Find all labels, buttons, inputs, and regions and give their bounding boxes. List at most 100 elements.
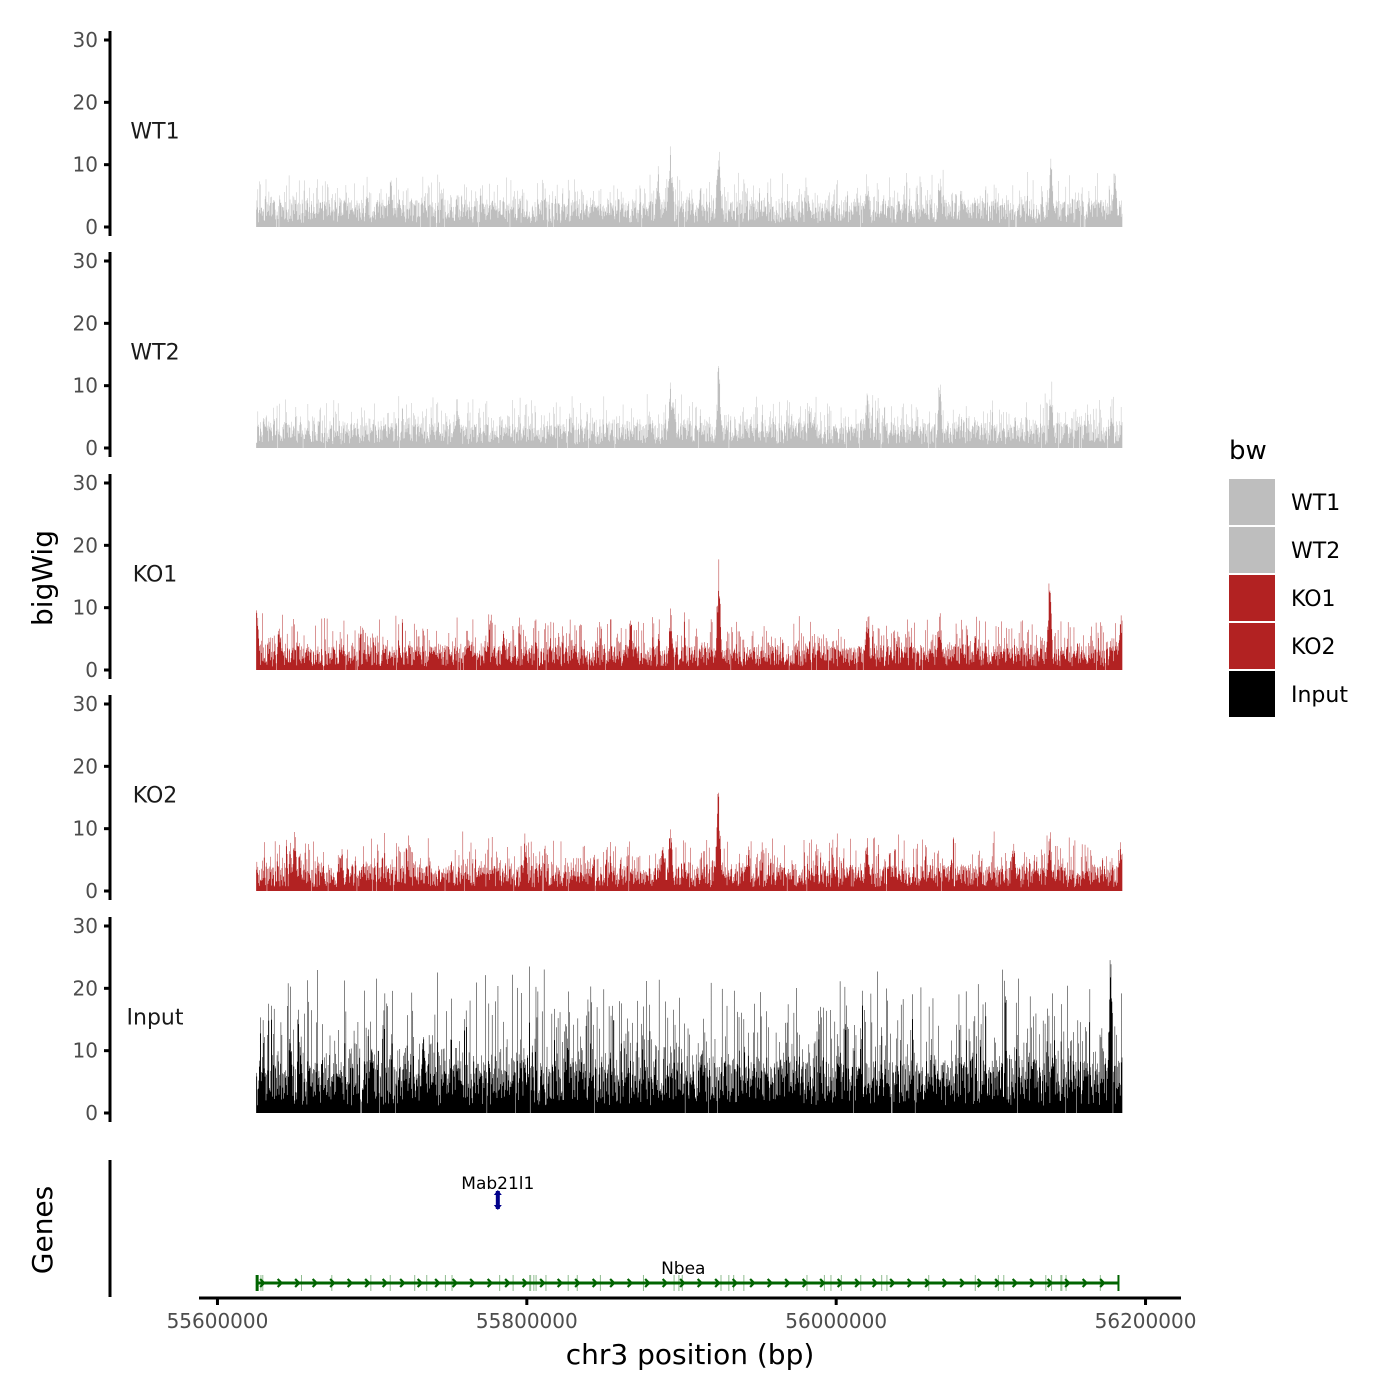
strand-arrow <box>696 1278 704 1288</box>
x-tick-label: 55600000 <box>167 1309 269 1333</box>
strand-arrow <box>469 1278 476 1288</box>
x-tick-label: 55800000 <box>476 1309 578 1333</box>
strand-arrow <box>591 1278 599 1288</box>
strand-arrow <box>609 1278 616 1288</box>
strand-arrow <box>493 1190 502 1195</box>
y-tick-label: 20 <box>73 90 98 114</box>
track-ko1: 0 10 20 30 KO1 <box>73 471 1123 682</box>
y-tick-label: 0 <box>85 1101 98 1125</box>
signal-area <box>256 960 1123 1113</box>
legend: bw WT1 WT2 KO1 KO2 Input <box>1229 436 1348 717</box>
strand-arrow <box>836 1278 844 1288</box>
y-tick-label: 10 <box>73 374 98 398</box>
strand-arrow <box>399 1278 406 1288</box>
track-input: 0 10 20 30 Input <box>73 914 1123 1125</box>
strand-arrow <box>416 1278 424 1288</box>
bigwig-tracks: 0 10 20 30 WT1 0 10 20 30 WT2 0 10 20 30 KO1 0 10 20 30 KO2… <box>73 28 1123 1125</box>
strand-arrow <box>714 1278 721 1288</box>
track-label: KO1 <box>133 562 178 587</box>
y-tick-label: 20 <box>73 754 98 778</box>
legend-item-input: Input <box>1229 671 1348 717</box>
y-tick-label: 0 <box>85 879 98 903</box>
gene-annotation-panel: Mab21l1 Nbea <box>108 1160 1120 1297</box>
strand-arrow <box>889 1278 896 1288</box>
strand-arrow <box>1029 1278 1036 1288</box>
legend-swatch <box>1229 527 1275 573</box>
signal-area <box>256 559 1123 670</box>
strand-arrow <box>941 1278 949 1288</box>
strand-arrow <box>994 1278 1001 1288</box>
strand-arrow <box>766 1278 774 1288</box>
legend-label: WT2 <box>1291 539 1340 564</box>
track-label: Input <box>127 1005 184 1030</box>
y-tick-label: 20 <box>73 976 98 1000</box>
strand-arrow <box>1064 1278 1071 1288</box>
strand-arrow <box>294 1278 301 1288</box>
strand-arrow <box>556 1278 564 1288</box>
gene-nbea: Nbea <box>255 1259 1120 1291</box>
x-tick-label: 56000000 <box>785 1309 887 1333</box>
legend-item-ko2: KO2 <box>1229 623 1336 669</box>
y-tick-label: 0 <box>85 215 98 239</box>
legend-item-ko1: KO1 <box>1229 575 1336 621</box>
legend-title: bw <box>1229 436 1267 466</box>
strand-arrow <box>819 1278 826 1288</box>
strand-arrow <box>784 1278 791 1288</box>
y-tick-label: 30 <box>73 249 98 273</box>
signal-area <box>256 792 1123 891</box>
legend-swatch <box>1229 671 1275 717</box>
strand-arrow <box>434 1278 441 1288</box>
y-tick-label: 0 <box>85 658 98 682</box>
genes-panel-title: Genes <box>26 1186 59 1274</box>
strand-arrow <box>329 1278 336 1288</box>
strand-arrow <box>364 1278 371 1288</box>
y-tick-label: 10 <box>73 153 98 177</box>
strand-arrow <box>924 1278 931 1288</box>
strand-arrow <box>801 1278 809 1288</box>
y-tick-label: 10 <box>73 1039 98 1063</box>
strand-arrow <box>539 1278 546 1288</box>
strand-arrow <box>493 1205 502 1210</box>
strand-arrow <box>1099 1278 1106 1288</box>
gene-label: Mab21l1 <box>461 1174 534 1194</box>
track-label: WT1 <box>130 119 179 144</box>
strand-arrow <box>1011 1278 1019 1288</box>
strand-arrow <box>451 1278 459 1288</box>
strand-arrow <box>854 1278 861 1288</box>
legend-item-wt1: WT1 <box>1229 479 1340 525</box>
strand-arrow <box>661 1278 669 1288</box>
y-tick-label: 20 <box>73 533 98 557</box>
legend-items: WT1 WT2 KO1 KO2 Input <box>1229 479 1348 717</box>
x-axis: 55600000 55800000 56000000 56200000 <box>167 1296 1196 1333</box>
gene-mab21l1: Mab21l1 <box>461 1174 534 1210</box>
strand-arrow <box>486 1278 494 1288</box>
strand-arrow <box>311 1278 319 1288</box>
y-tick-label: 10 <box>73 596 98 620</box>
legend-label: WT1 <box>1291 491 1340 516</box>
signal-area <box>256 146 1123 227</box>
strand-arrow <box>731 1278 739 1288</box>
strand-arrow <box>906 1278 914 1288</box>
strand-arrow <box>574 1278 581 1288</box>
strand-arrow <box>679 1278 686 1288</box>
gene-label: Nbea <box>661 1259 705 1279</box>
strand-arrow <box>749 1278 756 1288</box>
strand-arrow <box>276 1278 284 1288</box>
legend-swatch <box>1229 623 1275 669</box>
y-axis-title: bigWig <box>26 530 59 626</box>
track-wt2: 0 10 20 30 WT2 <box>73 249 1123 460</box>
strand-arrow <box>959 1278 966 1288</box>
signal-area <box>256 365 1123 448</box>
track-ko2: 0 10 20 30 KO2 <box>73 692 1123 903</box>
track-label: KO2 <box>133 783 178 808</box>
y-tick-label: 20 <box>73 311 98 335</box>
strand-arrow <box>976 1278 984 1288</box>
strand-arrow <box>871 1278 879 1288</box>
strand-arrow <box>521 1278 529 1288</box>
strand-arrow <box>644 1278 651 1288</box>
strand-arrow <box>1081 1278 1089 1288</box>
y-tick-label: 30 <box>73 471 98 495</box>
strand-arrow <box>504 1278 511 1288</box>
x-axis-title: chr3 position (bp) <box>566 1338 815 1371</box>
